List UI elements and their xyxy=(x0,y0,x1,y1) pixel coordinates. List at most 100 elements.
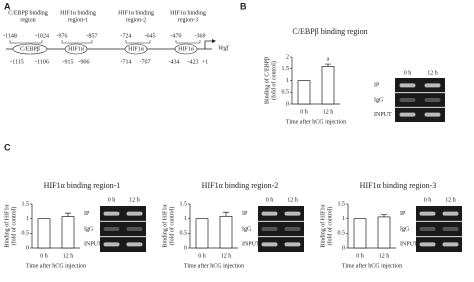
y-tick-label: 0.5 xyxy=(338,231,346,237)
y-tick-label: 1 xyxy=(286,78,289,84)
y-axis-label: Binding of HIF1α xyxy=(319,204,326,248)
error-bar xyxy=(65,212,71,217)
gel-band xyxy=(399,98,416,102)
gel-lane-label: 12 h xyxy=(427,70,438,76)
tss-arrow xyxy=(204,40,214,49)
arrow-head xyxy=(212,39,216,43)
gel-row-label: IP xyxy=(400,211,406,217)
error-bar xyxy=(381,214,387,217)
y-tick-label: 1.5 xyxy=(338,201,346,207)
gel-row-label: IgG xyxy=(242,226,252,232)
gel-band xyxy=(442,227,459,231)
gel-band xyxy=(419,242,436,247)
position-label: +1 xyxy=(202,59,208,65)
position-label: -976 xyxy=(57,33,68,39)
gel-row-label: IP xyxy=(84,211,90,217)
region-bracket xyxy=(125,40,151,44)
chart-title: HIF1α binding region-3 xyxy=(360,181,437,190)
position-label: -1115 xyxy=(10,59,24,65)
binding-site xyxy=(174,43,198,55)
panel-label: B xyxy=(240,1,247,11)
position-label: -724 xyxy=(121,33,132,39)
gel-row-label: IgG xyxy=(374,97,384,103)
gel-band xyxy=(399,83,416,88)
y-tick-label: 1 xyxy=(184,216,187,222)
gel-band xyxy=(442,211,459,216)
gel-band xyxy=(442,242,459,247)
region-label: HIF1α binding xyxy=(170,10,206,16)
y-tick-label: 0 xyxy=(342,245,345,251)
position-label: -470 xyxy=(171,33,182,39)
gene-label: Vegf xyxy=(218,44,230,51)
bar xyxy=(61,216,75,249)
gel-band xyxy=(419,211,436,216)
position-label: -423 xyxy=(188,59,199,65)
gel-band xyxy=(424,83,441,88)
y-tick-label: 1.5 xyxy=(22,201,30,207)
region-label: region-3 xyxy=(178,17,198,23)
y-tick-label: 1.5 xyxy=(282,66,290,72)
y-axis-label: (fold of control) xyxy=(270,61,277,100)
binding-site xyxy=(124,43,148,55)
y-tick-label: 0 xyxy=(286,101,289,107)
x-tick-label: 0 h xyxy=(300,109,308,115)
bar xyxy=(377,216,391,249)
gel-band xyxy=(424,112,441,117)
position-label: -1024 xyxy=(35,33,49,39)
x-tick-label: 0 h xyxy=(40,253,48,259)
gel-lane-label: 12 h xyxy=(445,197,456,203)
y-tick-label: 1.5 xyxy=(180,201,188,207)
bar xyxy=(37,218,51,249)
gel-band xyxy=(103,242,120,247)
gel-lane-label: 0 h xyxy=(108,197,116,203)
bar xyxy=(321,66,335,105)
x-axis-label: Time after hCG injection xyxy=(184,262,244,269)
gel-band xyxy=(284,211,301,216)
gel-lane-label: 0 h xyxy=(266,197,274,203)
y-tick-label: 0.5 xyxy=(282,90,290,96)
bar xyxy=(297,80,311,105)
gel-row-label: INPUT xyxy=(400,242,418,248)
region-label: region-2 xyxy=(126,17,146,23)
y-axis-label: Binding of C/EBPβ xyxy=(263,57,270,104)
x-tick-label: 0 h xyxy=(198,253,206,259)
x-tick-label: 12 h xyxy=(221,253,232,259)
gel-band xyxy=(399,112,416,117)
gel-row-label: IP xyxy=(374,83,380,89)
gel-row-label: IgG xyxy=(84,226,94,232)
x-axis-label: Time after hCG injection xyxy=(342,262,402,269)
region-label: C/EBPβ binding xyxy=(8,10,48,16)
gel-band xyxy=(261,242,278,247)
chart-title: HIF1α binding region-2 xyxy=(202,181,279,190)
gel-band xyxy=(261,227,278,231)
region-bracket xyxy=(9,40,43,44)
position-label: -1148 xyxy=(3,33,17,39)
bar xyxy=(219,215,233,249)
position-label: -434 xyxy=(169,59,180,65)
gel-lane-label: 12 h xyxy=(129,197,140,203)
y-axis-label: (fold of control) xyxy=(168,207,175,246)
chart-title: C/EBPβ binding region xyxy=(292,27,367,36)
region-label: HIF1α binding xyxy=(60,10,96,16)
y-tick-label: 0 xyxy=(184,245,187,251)
gel-lane-label: 12 h xyxy=(287,197,298,203)
y-axis-label: (fold of control) xyxy=(326,207,333,246)
gel-band xyxy=(424,98,441,102)
gel-row-label: INPUT xyxy=(84,242,102,248)
gel-band xyxy=(419,227,436,231)
gel-band xyxy=(284,242,301,247)
gel-row-label: IP xyxy=(242,211,248,217)
position-label: -707 xyxy=(140,59,151,65)
position-label: -915 xyxy=(63,59,74,65)
y-tick-label: 0 xyxy=(26,245,29,251)
gel-band xyxy=(103,211,120,216)
gel-band xyxy=(126,211,143,216)
annotation: a xyxy=(327,56,330,62)
x-tick-label: 12 h xyxy=(323,109,334,115)
bar xyxy=(353,218,367,249)
gel-lane-label: 0 h xyxy=(424,197,432,203)
panel-label: A xyxy=(4,1,11,11)
gel-row-label: INPUT xyxy=(242,242,260,248)
y-axis-label: (fold of control) xyxy=(10,207,17,246)
